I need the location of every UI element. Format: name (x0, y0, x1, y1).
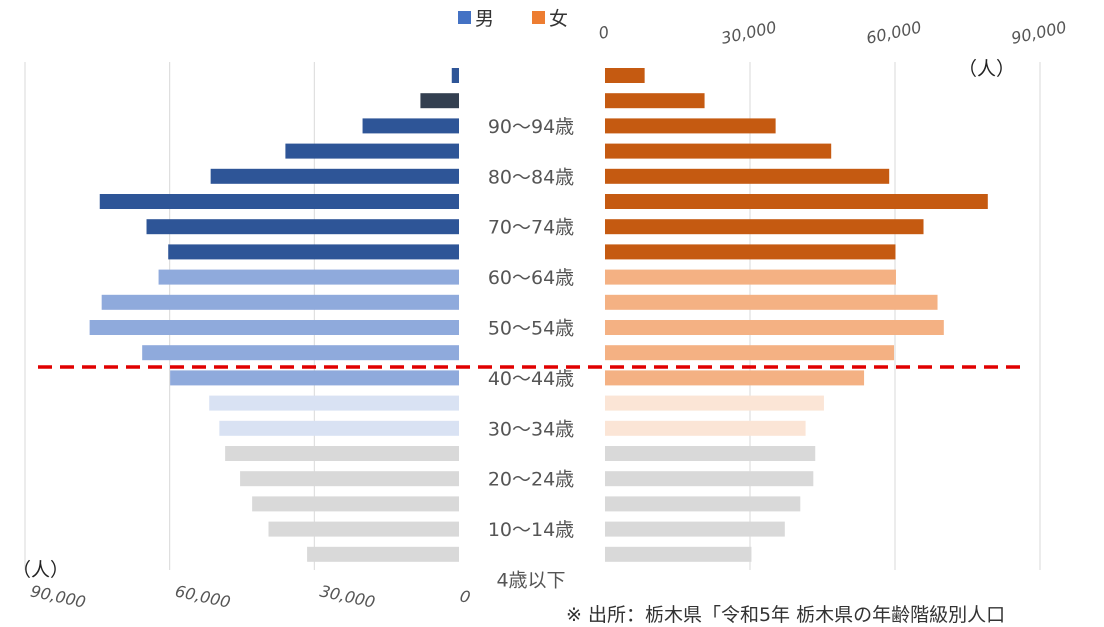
age-label-5: 40～44歳 (488, 368, 574, 390)
tick-label-male-2: 60,000 (173, 582, 232, 612)
age-label-6: 30～34歳 (488, 418, 574, 440)
bar-male-1 (420, 93, 459, 109)
tick-label-female-2: 60,000 (865, 18, 924, 48)
bar-female-8 (605, 269, 896, 285)
age-label-9: 4歳以下 (496, 570, 565, 592)
legend-item-male: 男 (458, 4, 494, 31)
bar-male-8 (158, 269, 459, 285)
bar-male-11 (142, 345, 459, 361)
tick-label-female-3: 90,000 (1010, 18, 1069, 48)
bar-female-1 (605, 93, 705, 109)
age-label-4: 50～54歳 (488, 318, 574, 340)
bar-male-19 (307, 546, 459, 562)
bar-male-7 (168, 244, 459, 260)
source-note: ※ 出所：栃木県「令和5年 栃木県の年齢階級別人口 (566, 604, 1006, 626)
legend-swatch-female (532, 11, 546, 24)
age-label-1: 80～84歳 (488, 166, 574, 188)
bar-male-12 (170, 370, 459, 386)
bar-female-13 (605, 395, 824, 411)
bar-male-15 (225, 446, 459, 461)
bar-female-10 (605, 320, 944, 335)
bar-male-4 (210, 168, 459, 184)
bar-male-17 (252, 496, 459, 512)
unit-label-female-axis: （人） (958, 58, 1016, 80)
bar-female-18 (605, 521, 785, 537)
bar-female-12 (605, 370, 865, 386)
bar-female-19 (605, 546, 752, 562)
age-label-8: 10～14歳 (488, 519, 574, 541)
bar-female-3 (605, 143, 832, 159)
tick-label-male-0: 0 (458, 586, 472, 607)
age-label-7: 20～24歳 (488, 469, 574, 491)
bar-male-9 (101, 294, 459, 310)
bar-male-16 (240, 471, 459, 487)
bar-male-18 (268, 521, 459, 537)
bar-female-4 (605, 168, 890, 184)
bar-male-13 (209, 395, 459, 411)
tick-label-female-0: 0 (597, 22, 611, 43)
bar-male-10 (89, 320, 460, 335)
bar-female-16 (605, 471, 814, 487)
bar-female-14 (605, 420, 806, 436)
bar-male-0 (451, 68, 459, 83)
bar-male-2 (362, 118, 459, 134)
legend-label-female: 女 (549, 8, 569, 30)
bar-male-3 (285, 143, 459, 159)
bar-male-6 (146, 219, 459, 235)
bar-female-5 (605, 194, 988, 209)
bar-female-2 (605, 118, 776, 134)
legend: 男 女 (458, 4, 568, 31)
bar-male-14 (219, 420, 459, 436)
legend-label-male: 男 (475, 8, 495, 30)
bar-male-5 (99, 194, 459, 209)
legend-swatch-male (458, 11, 471, 24)
unit-label-male-axis: （人） (12, 559, 70, 581)
tick-label-female-1: 30,000 (720, 18, 779, 48)
tick-label-male-3: 90,000 (29, 582, 88, 612)
bar-female-6 (605, 219, 924, 235)
age-label-2: 70～74歳 (488, 217, 574, 239)
age-label-0: 90～94歳 (488, 116, 574, 138)
age-label-3: 60～64歳 (488, 267, 574, 289)
bar-female-11 (605, 345, 895, 361)
bar-female-9 (605, 294, 938, 310)
bar-female-0 (605, 68, 645, 83)
bar-female-17 (605, 496, 801, 512)
bar-female-15 (605, 446, 816, 461)
legend-item-female: 女 (532, 4, 568, 31)
tick-label-male-1: 30,000 (318, 582, 377, 612)
bar-female-7 (605, 244, 896, 260)
